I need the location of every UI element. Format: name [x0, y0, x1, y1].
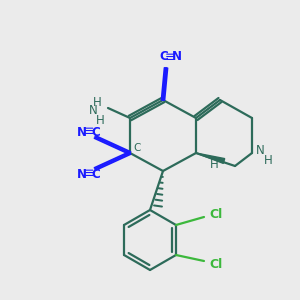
Text: H: H — [210, 158, 218, 172]
Text: ≡: ≡ — [165, 50, 175, 64]
Text: H: H — [264, 154, 272, 167]
Text: H: H — [93, 95, 101, 109]
Text: C: C — [92, 167, 100, 181]
Text: N: N — [88, 103, 98, 116]
Text: ≡: ≡ — [84, 125, 94, 139]
Text: N: N — [256, 145, 264, 158]
Text: H: H — [96, 113, 104, 127]
Text: N: N — [77, 167, 87, 181]
Text: C: C — [160, 50, 168, 64]
Text: Cl: Cl — [209, 208, 223, 220]
Text: Cl: Cl — [209, 257, 223, 271]
Text: N: N — [172, 50, 182, 64]
Text: N: N — [77, 125, 87, 139]
Text: C: C — [92, 125, 100, 139]
Text: C: C — [133, 143, 141, 153]
Polygon shape — [196, 153, 225, 164]
Text: ≡: ≡ — [84, 167, 94, 181]
